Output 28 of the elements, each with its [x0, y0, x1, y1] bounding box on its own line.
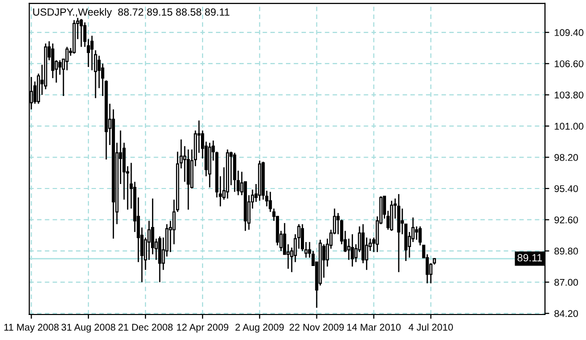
- candlestick: [65, 46, 69, 71]
- y-tick-label: 103.80: [554, 92, 584, 98]
- ref-line-label: 89.11: [518, 254, 542, 262]
- x-tick-label: 12 Apr 2009: [177, 324, 228, 333]
- candlestick: [90, 35, 94, 71]
- y-tick-label: 109.40: [554, 29, 584, 36]
- y-tick-label: 87.00: [554, 278, 578, 286]
- candlestick: [80, 18, 83, 48]
- chart-title: USDJPY.,Weekly 88.72 89.15 88.58 89.11: [33, 8, 230, 18]
- y-tick-label: 98.20: [554, 154, 578, 161]
- candlestick: [350, 234, 354, 268]
- x-tick-label: 4 Jul 2010: [408, 324, 453, 331]
- candlestick: [414, 226, 418, 240]
- y-tick-label: 95.40: [554, 185, 578, 192]
- x-tick-label: 11 May 2008: [4, 324, 59, 333]
- x-tick-label: 14 Mar 2010: [347, 324, 401, 331]
- x-tick-label: 2 Aug 2009: [236, 324, 284, 333]
- y-tick-label: 84.20: [554, 310, 578, 318]
- y-tick-label: 106.60: [554, 60, 584, 68]
- y-tick-label: 101.00: [554, 122, 584, 130]
- x-tick-label: 21 Dec 2008: [118, 324, 173, 331]
- candlestick: [58, 60, 62, 76]
- y-tick-label: 89.80: [554, 248, 578, 255]
- x-tick-label: 31 Aug 2008: [61, 324, 116, 333]
- y-tick-label: 92.60: [554, 216, 578, 224]
- candlestick: [51, 42, 54, 79]
- x-tick-label: 22 Nov 2009: [290, 324, 344, 331]
- candlestick: [365, 236, 368, 271]
